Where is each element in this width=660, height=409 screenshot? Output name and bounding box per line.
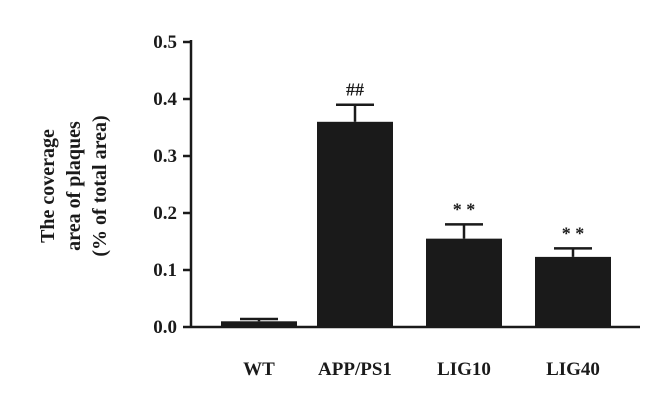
significance-label: * * [562,223,585,243]
y-axis-label: The coverage area of plaques (% of total… [37,115,111,256]
x-category-label: APP/PS1 [318,359,392,380]
bar [426,238,502,327]
x-category-label: LIG40 [546,359,600,380]
bar [221,321,297,327]
y-axis-label-line-1: The coverage [37,129,59,243]
y-tick-label: 0.4 [153,89,177,110]
significance-label: * * [453,199,476,219]
y-axis-label-line-3: (% of total area) [89,115,111,256]
x-category-label: LIG10 [437,359,491,380]
y-tick-label: 0.0 [153,317,177,338]
x-axis-tick-labels: WT APP/PS1 LIG10 LIG40 [243,359,600,380]
y-tick-label: 0.2 [153,203,177,224]
significance-label: ## [346,80,364,100]
bar [535,256,611,327]
x-category-label: WT [243,359,275,380]
y-tick-label: 0.1 [153,260,177,281]
y-axis-ticks: 0.0 0.1 0.2 0.3 0.4 0.5 [153,32,191,338]
y-axis-label-line-2: area of plaques [63,121,85,251]
y-tick-label: 0.3 [153,146,177,167]
bar [317,121,393,327]
bars: ## * * * * [221,80,611,327]
y-tick-label: 0.5 [153,32,177,53]
